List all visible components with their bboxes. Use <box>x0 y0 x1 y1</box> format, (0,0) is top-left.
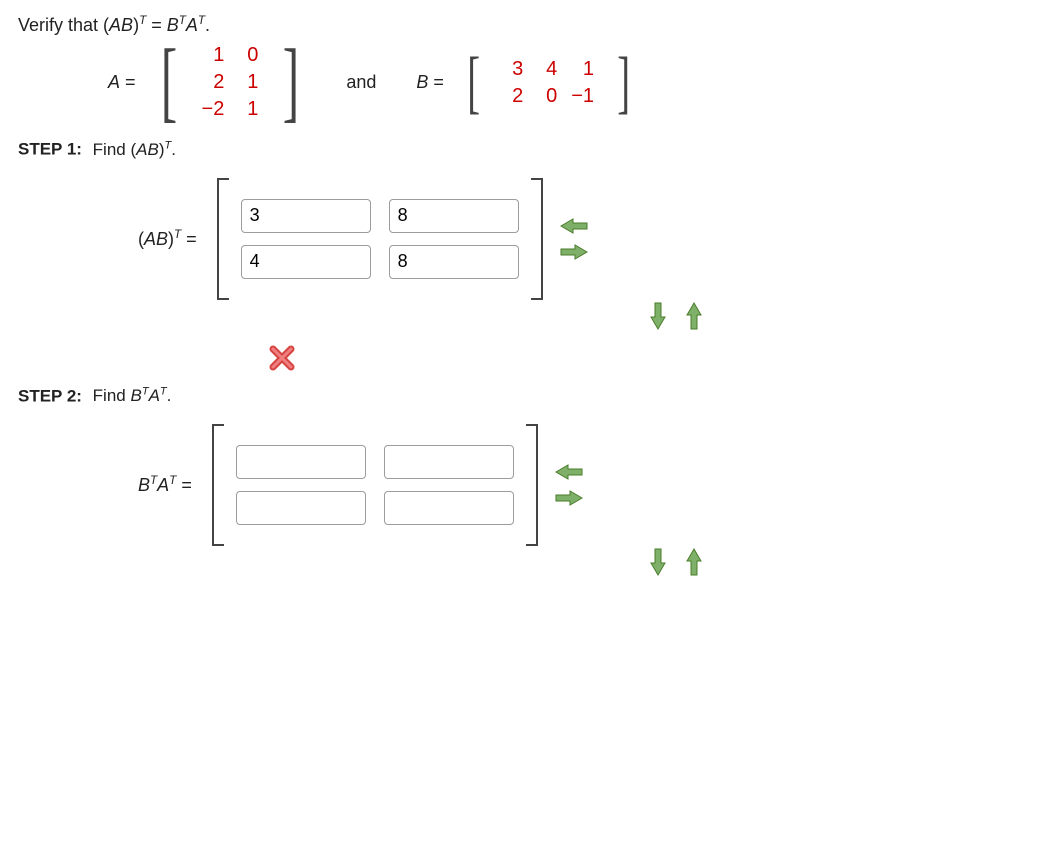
step2-cell-0-0[interactable] <box>236 445 366 479</box>
incorrect-icon <box>268 344 1034 372</box>
matrix-a: 1 0 2 1 −2 1 <box>202 44 259 121</box>
step1-matrix-inputs <box>235 191 525 287</box>
matrix-b: 3 4 1 2 0 −1 <box>503 58 594 108</box>
matrix-a-label: A = <box>108 72 136 93</box>
prompt-pre: Verify that ( <box>18 15 109 35</box>
prompt-end: . <box>205 15 210 35</box>
bracket-left-b: [ <box>467 53 480 113</box>
step2-lhs: BTAT = <box>138 474 192 496</box>
step1-row-controls <box>318 306 1034 326</box>
matrix-b-label: B = <box>416 72 444 93</box>
bracket-right-b: ] <box>617 53 630 113</box>
step2-matrix-inputs <box>230 437 520 533</box>
step1-heading: STEP 1: Find (AB)T. <box>18 139 1034 160</box>
step1-lhs: (AB)T = <box>138 228 197 250</box>
remove-row-button[interactable] <box>679 552 709 572</box>
step2-cell-0-1[interactable] <box>384 445 514 479</box>
prompt-t3: T <box>198 14 205 27</box>
remove-column-button[interactable] <box>554 462 584 482</box>
step1-cell-1-0[interactable] <box>241 245 371 279</box>
step1-col-controls <box>559 216 589 262</box>
matrix-definitions: A = [ 1 0 2 1 −2 1 ] and B = [ 3 4 1 2 0… <box>108 44 1034 121</box>
step2-row-controls <box>318 552 1034 572</box>
step2-heading: STEP 2: Find BTAT. <box>18 386 1034 407</box>
step2-cell-1-0[interactable] <box>236 491 366 525</box>
answer-bracket-right <box>526 424 538 546</box>
answer-bracket-left <box>217 178 229 300</box>
bracket-right-a: ] <box>283 44 299 121</box>
add-row-button[interactable] <box>643 306 673 326</box>
step1-answer: (AB)T = <box>138 178 1034 300</box>
add-column-button[interactable] <box>559 242 589 262</box>
bracket-left-a: [ <box>160 44 176 121</box>
add-column-button[interactable] <box>554 488 584 508</box>
step1-cell-0-1[interactable] <box>389 199 519 233</box>
answer-bracket-right <box>531 178 543 300</box>
step2-answer: BTAT = <box>138 424 1034 546</box>
step1-cell-1-1[interactable] <box>389 245 519 279</box>
step2-col-controls <box>554 462 584 508</box>
and-label: and <box>346 72 376 93</box>
add-row-button[interactable] <box>643 552 673 572</box>
remove-column-button[interactable] <box>559 216 589 236</box>
prompt-t2: T <box>179 14 186 27</box>
answer-bracket-left <box>212 424 224 546</box>
step1-cell-0-0[interactable] <box>241 199 371 233</box>
step1-label: STEP 1: <box>18 140 82 159</box>
step2-label: STEP 2: <box>18 386 82 405</box>
prompt-ab: AB <box>109 15 133 35</box>
step2-cell-1-1[interactable] <box>384 491 514 525</box>
remove-row-button[interactable] <box>679 306 709 326</box>
prompt-a: A <box>186 15 198 35</box>
